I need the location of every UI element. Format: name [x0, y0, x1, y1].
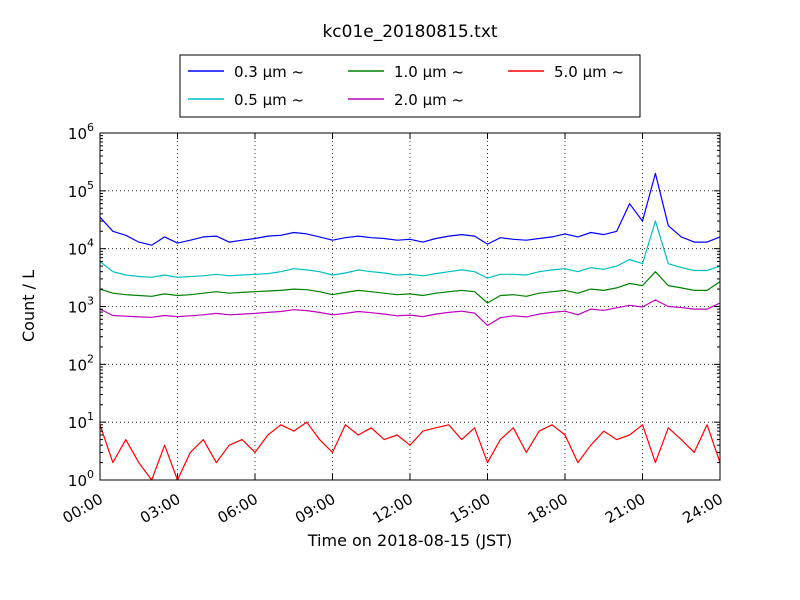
y-axis-label: Count / L — [19, 270, 38, 342]
series-line-2-0-m — [99, 299, 721, 327]
series-line-0-5-m — [99, 220, 721, 279]
legend-box — [179, 54, 641, 118]
x-axis-label: Time on 2018-08-15 (JST) — [307, 531, 512, 550]
y-tick-label: 106 — [68, 121, 94, 143]
y-tick-label: 102 — [68, 352, 94, 374]
legend-label: 2.0 μm ~ — [394, 91, 464, 109]
x-tick-label: 09:00 — [292, 490, 338, 527]
x-tick-label: 06:00 — [215, 490, 261, 527]
chart-title: kc01e_20180815.txt — [322, 22, 497, 42]
x-tick-label: 24:00 — [680, 490, 726, 527]
x-tick-label: 12:00 — [370, 490, 416, 527]
y-tick-label: 103 — [68, 295, 94, 317]
legend: 0.3 μm ~ 0.5 μm ~ 1.0 μm ~ 2.0 μm ~ 5.0 μm ~ — [179, 54, 641, 118]
legend-label: 0.3 μm ~ — [234, 63, 304, 81]
y-tick-label: 105 — [68, 179, 94, 201]
grid — [100, 133, 720, 480]
x-tick-label: 03:00 — [137, 490, 183, 527]
axis-ticks: 00:00 03:00 06:00 09:00 12:00 15:00 18:00 21:00… — [60, 121, 726, 527]
x-tick-label: 21:00 — [602, 490, 648, 527]
series-line-5-0-m — [99, 421, 721, 481]
series-line-0-3-m — [99, 172, 721, 246]
legend-label: 5.0 μm ~ — [554, 63, 624, 81]
legend-label: 0.5 μm ~ — [234, 91, 304, 109]
x-tick-label: 18:00 — [525, 490, 571, 527]
y-tick-label: 104 — [68, 237, 94, 259]
x-tick-label: 00:00 — [60, 490, 106, 527]
series-lines — [99, 172, 721, 481]
series-line-1-0-m — [99, 271, 721, 304]
y-tick-label: 100 — [68, 468, 94, 490]
y-tick-label: 101 — [68, 410, 94, 432]
x-tick-label: 15:00 — [447, 490, 493, 527]
legend-label: 1.0 μm ~ — [394, 63, 464, 81]
